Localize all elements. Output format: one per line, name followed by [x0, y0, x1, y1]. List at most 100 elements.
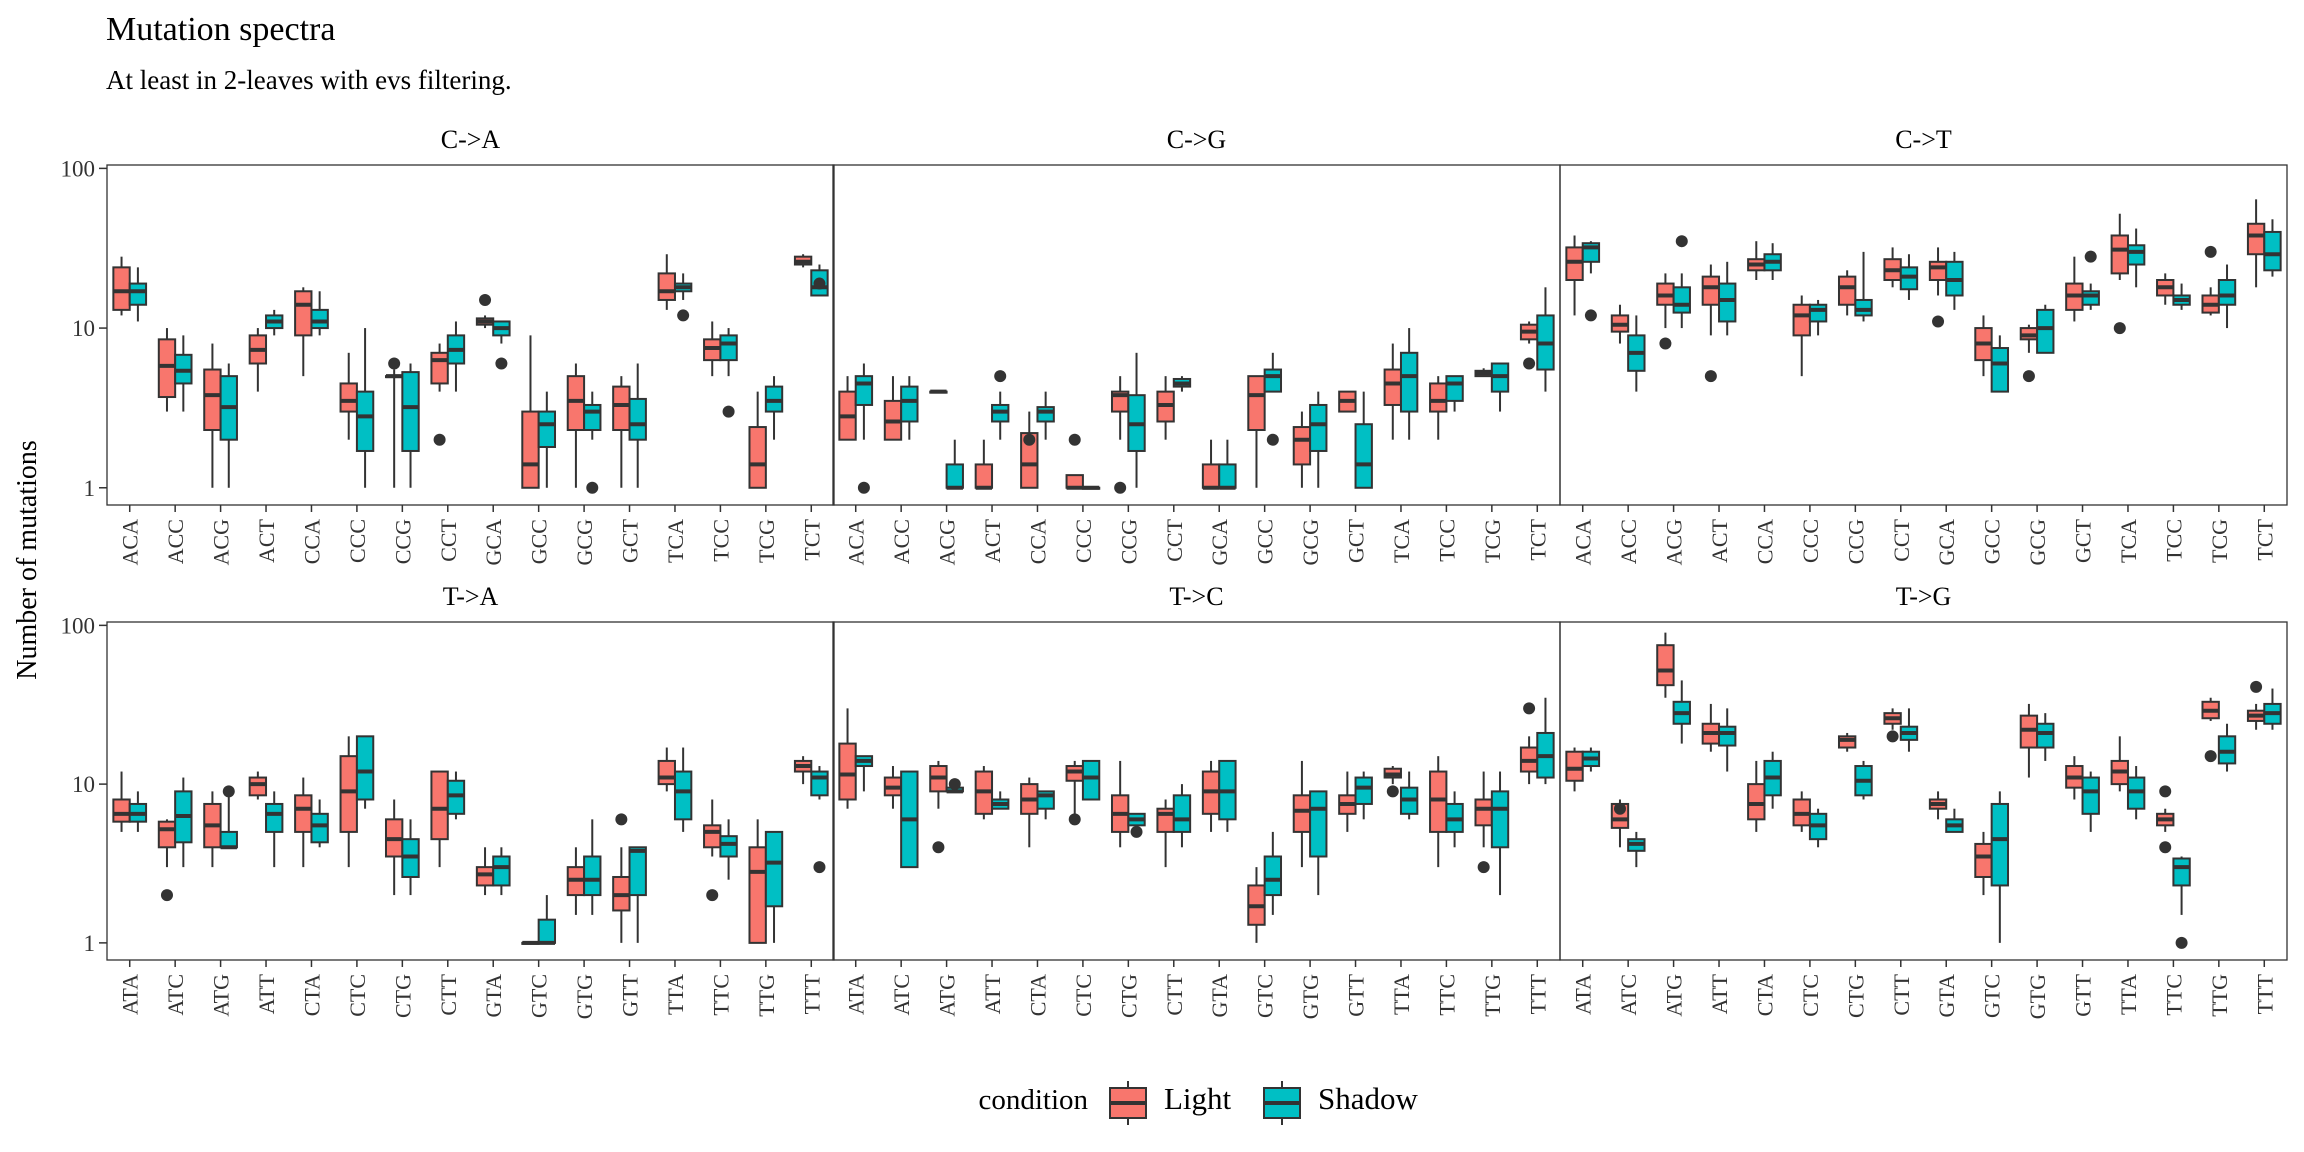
box-iqr: [1201, 463, 1221, 489]
facet-border: [1559, 164, 2288, 506]
x-tick-label: GCA: [1934, 519, 1959, 566]
box-light: [1474, 368, 1493, 378]
facet-border: [832, 164, 1561, 506]
y-axis-title: Number of mutations: [12, 440, 43, 680]
box-light: [157, 328, 177, 412]
outlier-point: [1704, 370, 1717, 383]
box-shadow: [2081, 771, 2100, 832]
x-tick-label: CCG: [1843, 519, 1868, 564]
box-light: [1156, 376, 1175, 440]
outlier-point: [706, 889, 719, 902]
x-tick-label: ACA: [1571, 519, 1596, 566]
box-iqr: [355, 390, 375, 452]
chart-subtitle: At least in 2-leaves with evs filtering.: [106, 65, 512, 95]
box-iqr: [537, 410, 557, 449]
box-iqr: [521, 410, 540, 489]
box-light: [203, 343, 222, 488]
facet-panel: C->T ACA ACC ACG ACT CCA CCC CCG CCT GCA GCC GCG GCT…: [1559, 125, 2288, 566]
box-shadow: [1763, 243, 1782, 281]
box-light: [1701, 703, 1721, 752]
box-iqr: [748, 846, 767, 944]
box-iqr: [1309, 790, 1328, 858]
box-iqr: [1837, 275, 1857, 306]
box-shadow: [583, 819, 602, 915]
x-tick-label: ATT: [1707, 973, 1732, 1014]
box-shadow: [446, 321, 466, 392]
outlier-point: [2159, 785, 2172, 798]
x-tick-label: CTA: [1752, 974, 1777, 1016]
box-iqr: [900, 385, 919, 423]
facet-strip-title: C->A: [441, 125, 501, 154]
box-shadow: [1536, 287, 1555, 392]
x-tick-label: ACT: [980, 518, 1005, 563]
box-shadow: [1672, 680, 1691, 744]
box-light: [1610, 799, 1630, 848]
x-tick-label: TCG: [2207, 519, 2232, 563]
box-iqr: [838, 742, 857, 801]
box-shadow: [492, 847, 511, 896]
box-light: [1065, 433, 1084, 490]
box-iqr: [157, 338, 177, 399]
x-tick-label: TTT: [2252, 973, 2277, 1014]
x-tick-label: GCC: [1253, 519, 1278, 564]
box-shadow: [401, 363, 420, 488]
box-shadow: [991, 370, 1010, 440]
box-shadow: [265, 309, 284, 336]
outlier-point: [1523, 357, 1536, 370]
box-iqr: [1808, 303, 1828, 323]
x-tick-label: CCA: [1752, 519, 1777, 564]
facet-border: [106, 164, 835, 506]
box-shadow: [1081, 759, 1101, 801]
box-shadow: [1718, 708, 1737, 772]
box-iqr: [355, 735, 375, 801]
box-light: [2019, 703, 2039, 778]
box-light: [929, 760, 948, 854]
x-tick-label: CCT: [1889, 518, 1914, 561]
x-tick-label: CCG: [390, 519, 415, 564]
box-light: [1837, 270, 1857, 316]
x-tick-label: GTG: [2025, 974, 2050, 1019]
box-shadow: [1763, 751, 1782, 809]
box-iqr: [1445, 375, 1464, 402]
x-tick-label: ATG: [209, 974, 234, 1017]
box-shadow: [1854, 760, 1873, 800]
box-light: [1792, 295, 1811, 377]
legend-key-shadow: [1263, 1081, 1301, 1125]
box-shadow: [310, 291, 329, 336]
box-iqr: [1399, 351, 1419, 413]
x-tick-label: TCT: [799, 518, 824, 560]
box-light: [1247, 375, 1266, 488]
box-shadow: [537, 391, 557, 488]
facet-strip-title: C->G: [1167, 125, 1226, 154]
x-tick-label: CTT: [436, 973, 461, 1015]
box-iqr: [339, 755, 358, 833]
box-light: [1837, 732, 1857, 752]
box-iqr: [1701, 275, 1721, 306]
y-tick-label: 1: [84, 931, 96, 956]
box-iqr: [1718, 282, 1737, 323]
box-iqr: [1792, 303, 1811, 337]
x-tick-label: CTC: [345, 974, 370, 1017]
x-tick-label: CCT: [436, 518, 461, 561]
box-shadow: [1218, 759, 1237, 832]
box-light: [793, 254, 813, 268]
x-tick-label: GTC: [1980, 974, 2005, 1018]
x-tick-label: GTA: [481, 974, 506, 1018]
box-light: [1065, 760, 1084, 826]
box-iqr: [248, 776, 268, 797]
box-shadow: [355, 328, 375, 488]
outlier-point: [1584, 309, 1597, 322]
box-iqr: [1974, 842, 1993, 878]
box-shadow: [1445, 791, 1464, 848]
box-shadow: [174, 335, 193, 412]
box-light: [475, 847, 495, 896]
box-iqr: [854, 375, 874, 406]
box-iqr: [2217, 279, 2237, 306]
box-shadow: [219, 363, 238, 488]
box-iqr: [719, 835, 738, 858]
box-iqr: [492, 855, 511, 887]
facet-strip-title: T->G: [1896, 582, 1952, 611]
facet-strip-title: T->C: [1169, 582, 1223, 611]
x-tick-label: ATG: [1662, 974, 1687, 1017]
